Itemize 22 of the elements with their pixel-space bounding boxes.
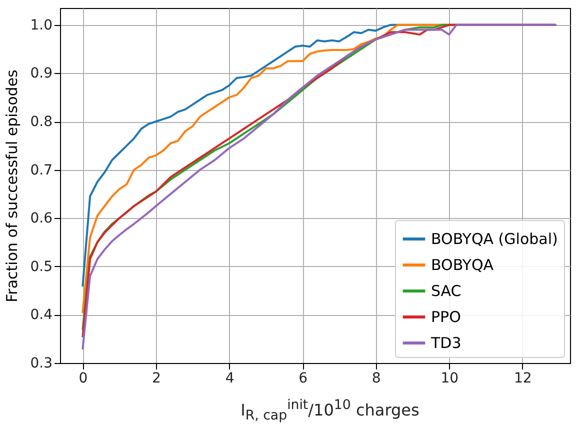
y-axis-title: Fraction of successful episodes [3, 69, 22, 302]
x-axis-title: I$_{R, cap}$$^{init}$/10$^{10}$ charges [240, 398, 420, 424]
legend-label: TD3 [430, 334, 462, 352]
x-tick-label: 0 [78, 370, 88, 386]
x-tick-label: 8 [372, 370, 381, 386]
y-tick-label: 0.3 [30, 356, 52, 372]
y-tick-label: 0.7 [30, 162, 52, 178]
x-tick-label: 4 [225, 370, 234, 386]
y-tick-label: 0.8 [30, 114, 52, 130]
x-tick-label: 6 [298, 370, 308, 386]
x-tick-label: 10 [440, 370, 459, 386]
y-tick-label: 0.5 [30, 258, 52, 275]
x-tick-label: 12 [514, 370, 532, 386]
y-tick-label: 0.4 [30, 307, 53, 324]
legend-label: PPO [431, 308, 461, 326]
y-tick-label: 0.6 [30, 210, 53, 227]
y-tick-label: 1.0 [30, 17, 52, 34]
y-tick-label: 0.9 [30, 66, 52, 82]
legend-label: SAC [431, 282, 462, 300]
legend-label: BOBYQA (Global) [431, 230, 558, 248]
legend-label: BOBYQA [431, 256, 494, 274]
x-tick-label: 2 [152, 370, 161, 386]
